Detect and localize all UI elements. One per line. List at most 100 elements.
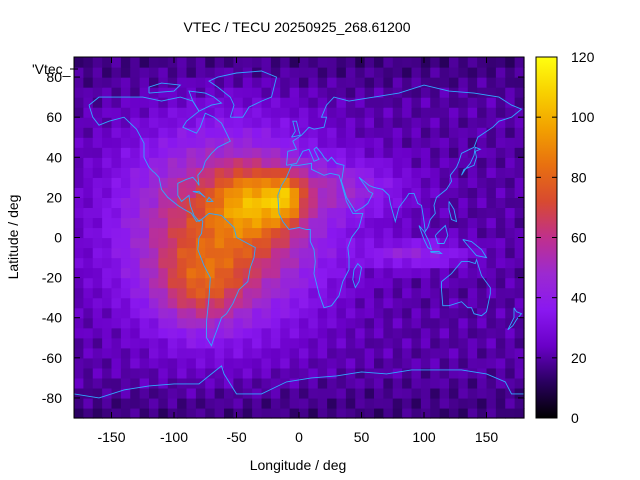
heatmap-cell bbox=[252, 267, 263, 279]
heatmap-cell bbox=[477, 97, 488, 108]
heatmap-cell bbox=[195, 327, 206, 339]
heatmap-cell bbox=[383, 217, 394, 229]
heatmap-cell bbox=[505, 407, 516, 419]
coastline bbox=[448, 201, 458, 223]
heatmap-cell bbox=[486, 227, 497, 239]
heatmap-cell bbox=[270, 147, 281, 158]
heatmap-cell bbox=[467, 227, 478, 239]
heatmap-cell bbox=[186, 97, 197, 108]
heatmap-cell bbox=[280, 177, 291, 188]
heatmap-cell bbox=[495, 137, 506, 148]
heatmap-cell bbox=[477, 127, 488, 138]
heatmap-cell bbox=[74, 127, 84, 138]
heatmap-cell bbox=[467, 247, 478, 259]
heatmap-cell bbox=[102, 327, 113, 339]
heatmap-cell bbox=[92, 167, 103, 178]
heatmap-cell bbox=[486, 237, 497, 249]
heatmap-cell bbox=[374, 387, 384, 399]
heatmap-cell bbox=[383, 127, 394, 138]
heatmap-cell bbox=[261, 197, 272, 209]
heatmap-cell bbox=[158, 297, 169, 309]
heatmap-cell bbox=[477, 377, 488, 389]
heatmap-cell bbox=[120, 97, 131, 108]
heatmap-cell bbox=[289, 147, 300, 158]
heatmap-cell bbox=[392, 357, 403, 369]
heatmap-cell bbox=[102, 157, 113, 168]
heatmap-cell bbox=[420, 257, 431, 269]
heatmap-cell bbox=[467, 337, 478, 349]
heatmap-cell bbox=[514, 107, 525, 118]
heatmap-cell bbox=[449, 177, 459, 188]
heatmap-cell bbox=[430, 217, 441, 229]
heatmap-cell bbox=[205, 407, 216, 419]
heatmap-cell bbox=[92, 357, 103, 369]
heatmap-cell bbox=[336, 277, 347, 289]
coastline bbox=[430, 251, 443, 255]
heatmap-cell bbox=[195, 317, 206, 329]
heatmap-cell bbox=[327, 317, 338, 329]
heatmap-cell bbox=[83, 147, 94, 158]
heatmap-cell bbox=[449, 197, 459, 209]
heatmap-cell bbox=[177, 57, 188, 68]
heatmap-cell bbox=[214, 407, 225, 419]
heatmap-cell bbox=[477, 257, 488, 269]
heatmap-cell bbox=[299, 337, 309, 349]
heatmap-cell bbox=[486, 187, 497, 198]
heatmap-cell bbox=[130, 357, 141, 369]
heatmap-cell bbox=[505, 347, 516, 359]
coastline bbox=[208, 70, 278, 118]
heatmap-cell bbox=[299, 137, 309, 148]
coastline bbox=[434, 224, 449, 244]
heatmap-cell bbox=[364, 137, 375, 148]
heatmap-cell bbox=[233, 357, 244, 369]
heatmap-cell bbox=[336, 377, 347, 389]
coastline bbox=[197, 212, 256, 347]
heatmap-cell bbox=[167, 107, 178, 118]
heatmap-cell bbox=[308, 217, 319, 229]
heatmap-cell bbox=[102, 197, 113, 209]
heatmap-cell bbox=[402, 407, 413, 419]
heatmap-cell bbox=[102, 367, 113, 379]
heatmap-cell bbox=[374, 327, 384, 339]
heatmap-cell bbox=[430, 257, 441, 269]
heatmap-cell bbox=[317, 57, 328, 68]
heatmap-cell bbox=[411, 297, 422, 309]
heatmap-cell bbox=[270, 67, 281, 78]
heatmap-cell bbox=[514, 377, 525, 389]
heatmap-cell bbox=[177, 367, 188, 379]
heatmap-cell bbox=[392, 307, 403, 319]
heatmap-cell bbox=[111, 357, 122, 369]
heatmap-cell bbox=[449, 127, 459, 138]
heatmap-cell bbox=[83, 87, 94, 98]
heatmap-cell bbox=[317, 357, 328, 369]
heatmap-cell bbox=[467, 107, 478, 118]
heatmap-cell bbox=[420, 397, 431, 409]
heatmap-cell bbox=[92, 237, 103, 249]
heatmap-cell bbox=[458, 247, 469, 259]
heatmap-cell bbox=[392, 87, 403, 98]
heatmap-cell bbox=[449, 107, 459, 118]
heatmap-cell bbox=[214, 117, 225, 128]
heatmap-cell bbox=[420, 117, 431, 128]
heatmap-cell bbox=[280, 197, 291, 209]
heatmap-cell bbox=[261, 317, 272, 329]
heatmap-cell bbox=[439, 167, 450, 178]
heatmap-cell bbox=[177, 107, 188, 118]
heatmap-cell bbox=[280, 247, 291, 259]
heatmap-cell bbox=[158, 197, 169, 209]
heatmap-cell bbox=[505, 87, 516, 98]
heatmap-cell bbox=[195, 367, 206, 379]
heatmap-cell bbox=[74, 237, 84, 249]
heatmap-cell bbox=[195, 57, 206, 68]
heatmap-cell bbox=[449, 397, 459, 409]
heatmap-cell bbox=[345, 237, 356, 249]
heatmap-cell bbox=[261, 167, 272, 178]
heatmap-cell bbox=[467, 307, 478, 319]
heatmap-cell bbox=[120, 287, 131, 299]
heatmap-cell bbox=[458, 317, 469, 329]
heatmap-cell bbox=[439, 327, 450, 339]
heatmap-cell bbox=[299, 107, 309, 118]
heatmap-cell bbox=[92, 187, 103, 198]
heatmap-cell bbox=[102, 217, 113, 229]
